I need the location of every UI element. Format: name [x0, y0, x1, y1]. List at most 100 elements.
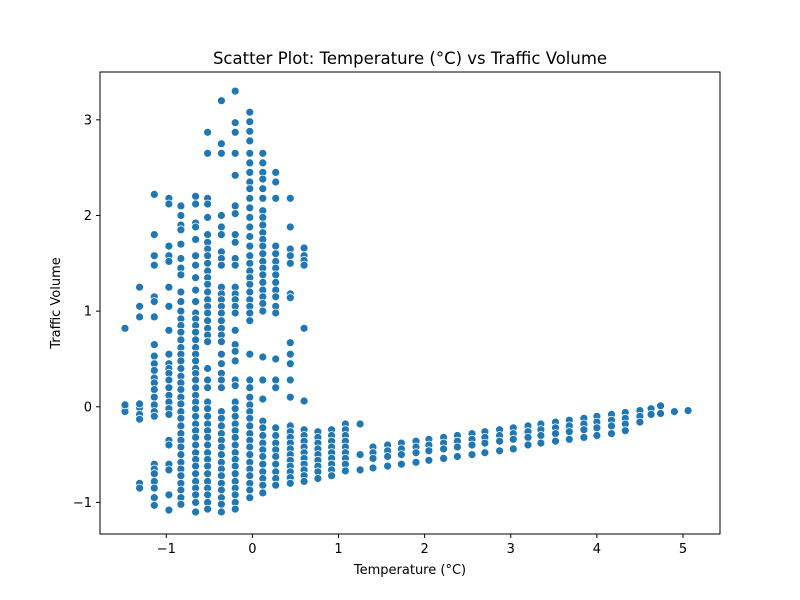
- data-point: [176, 335, 186, 345]
- data-point: [670, 407, 679, 417]
- data-point: [299, 396, 309, 406]
- x-tick-label: 0: [248, 542, 256, 557]
- data-point: [258, 375, 268, 385]
- data-point: [579, 432, 589, 442]
- data-point: [411, 448, 421, 458]
- data-point: [230, 469, 240, 479]
- data-point: [203, 504, 213, 514]
- data-point: [383, 461, 393, 471]
- data-point: [285, 478, 295, 488]
- data-point: [495, 446, 505, 456]
- data-point: [439, 453, 449, 463]
- data-point: [245, 413, 255, 423]
- data-point: [245, 184, 255, 194]
- data-point: [271, 423, 281, 433]
- data-point: [216, 139, 226, 149]
- data-point: [191, 461, 201, 471]
- data-point: [368, 453, 378, 463]
- data-point: [607, 429, 616, 439]
- data-point: [396, 450, 406, 460]
- data-point: [203, 440, 213, 450]
- data-point: [164, 375, 174, 385]
- data-point: [203, 375, 213, 385]
- data-point: [245, 148, 255, 158]
- data-point: [230, 504, 240, 514]
- data-point: [176, 287, 186, 297]
- data-point: [258, 306, 268, 316]
- data-point: [230, 325, 240, 335]
- data-point: [164, 383, 174, 393]
- data-point: [230, 230, 240, 240]
- data-point: [285, 392, 295, 402]
- data-point: [271, 480, 281, 490]
- data-point: [245, 392, 255, 402]
- data-point: [216, 359, 226, 369]
- data-point: [245, 222, 255, 232]
- data-point: [216, 222, 226, 232]
- data-point: [216, 413, 226, 423]
- data-point: [551, 429, 560, 439]
- data-point: [258, 299, 268, 308]
- data-point: [271, 292, 281, 302]
- data-point: [245, 193, 255, 203]
- data-point: [439, 444, 449, 454]
- data-point: [258, 270, 268, 280]
- data-point: [258, 480, 268, 490]
- data-point: [271, 375, 281, 385]
- data-point: [149, 251, 159, 261]
- data-point: [551, 436, 560, 446]
- data-point: [230, 404, 240, 414]
- data-point: [592, 423, 602, 433]
- data-point: [508, 444, 518, 454]
- data-point: [480, 448, 490, 458]
- data-point: [216, 450, 226, 460]
- data-point: [230, 201, 240, 211]
- data-point: [149, 500, 159, 510]
- data-point: [230, 127, 240, 137]
- data-point: [203, 337, 213, 347]
- data-point: [299, 260, 309, 270]
- data-point: [245, 287, 255, 297]
- data-point: [203, 461, 213, 471]
- data-point: [258, 249, 268, 259]
- data-point: [646, 409, 656, 419]
- data-point: [656, 401, 665, 411]
- data-point: [258, 488, 268, 498]
- data-point: [245, 107, 255, 117]
- data-point: [245, 471, 255, 481]
- data-point: [149, 340, 159, 350]
- data-point: [452, 442, 462, 452]
- data-point: [523, 432, 533, 442]
- data-point: [230, 308, 240, 318]
- data-point: [176, 442, 186, 452]
- data-point: [271, 308, 281, 318]
- data-point: [230, 356, 240, 366]
- data-point: [271, 277, 281, 287]
- data-point: [245, 485, 255, 495]
- data-point: [176, 399, 186, 409]
- data-point: [203, 316, 213, 326]
- x-tick-label: −1: [157, 542, 176, 557]
- data-point: [327, 471, 337, 481]
- data-point: [383, 452, 393, 461]
- y-tick-label: 1: [84, 305, 92, 320]
- data-point: [176, 297, 186, 307]
- data-point: [120, 400, 130, 410]
- data-point: [299, 476, 309, 486]
- data-point: [191, 285, 201, 295]
- x-axis: −1 0 1 2 3 4 5: [157, 534, 687, 557]
- data-point: [191, 327, 201, 337]
- data-point: [230, 260, 240, 270]
- data-point: [592, 431, 602, 440]
- data-point: [176, 270, 186, 280]
- data-point: [216, 421, 226, 431]
- data-point: [203, 258, 213, 268]
- data-point: [452, 452, 462, 461]
- data-point: [245, 241, 255, 251]
- y-tick-label: −1: [73, 496, 92, 511]
- data-point: [245, 383, 255, 393]
- data-point: [271, 167, 281, 177]
- data-point: [424, 455, 434, 465]
- data-point: [285, 359, 295, 369]
